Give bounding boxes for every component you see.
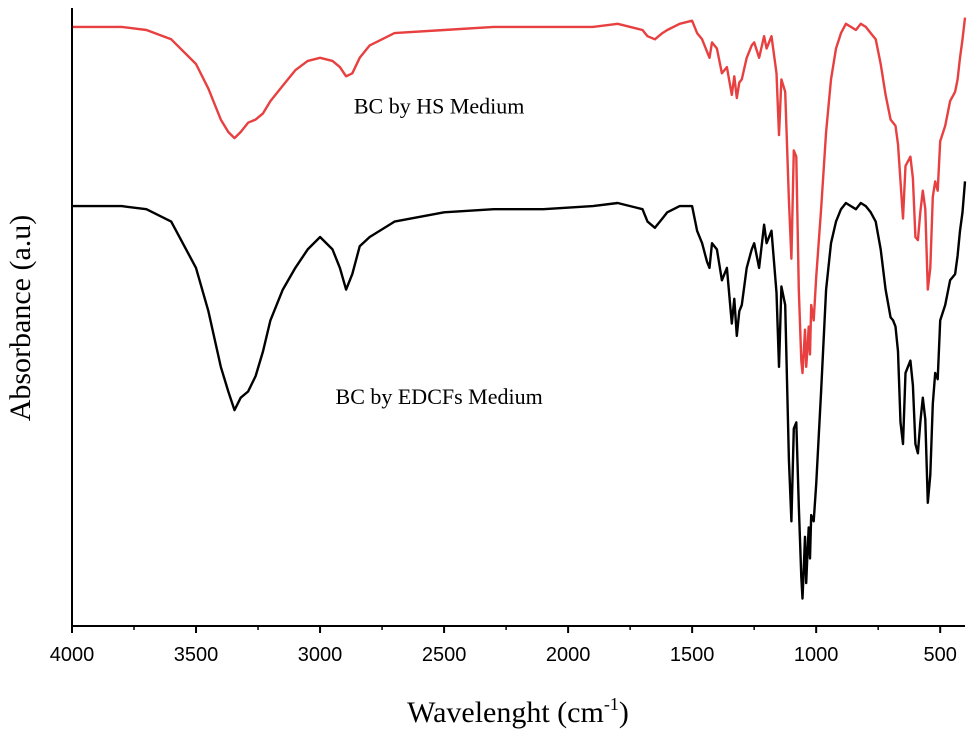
x-ticks: 4000 3500 3000 2500 2000 1500 1000 500 bbox=[50, 626, 957, 666]
annotation-layer: BC by HS Medium BC by EDCFs Medium bbox=[336, 93, 543, 408]
x-axis-title-superscript: -1 bbox=[604, 694, 619, 714]
x-tick-label: 1000 bbox=[794, 644, 839, 666]
x-axis-title: Wavelenght (cm-1) bbox=[407, 694, 629, 729]
series-line-1 bbox=[72, 17, 967, 375]
x-tick-label: 3000 bbox=[298, 644, 343, 666]
annotation-label-2: BC by EDCFs Medium bbox=[336, 384, 543, 409]
x-tick-label: 2500 bbox=[422, 644, 467, 666]
x-tick-label: 500 bbox=[924, 644, 957, 666]
annotation-label-1: BC by HS Medium bbox=[354, 93, 525, 118]
x-axis-title-main: Wavelenght (cm bbox=[407, 696, 604, 729]
x-axis-title-close: ) bbox=[619, 696, 629, 729]
x-tick-label: 1500 bbox=[670, 644, 715, 666]
y-axis-title: Absorbance (a.u) bbox=[4, 215, 37, 422]
x-tick-label: 4000 bbox=[50, 644, 95, 666]
series-line-2 bbox=[72, 181, 967, 600]
x-tick-label: 2000 bbox=[546, 644, 591, 666]
x-tick-label: 3500 bbox=[174, 644, 219, 666]
series-layer bbox=[72, 17, 967, 600]
